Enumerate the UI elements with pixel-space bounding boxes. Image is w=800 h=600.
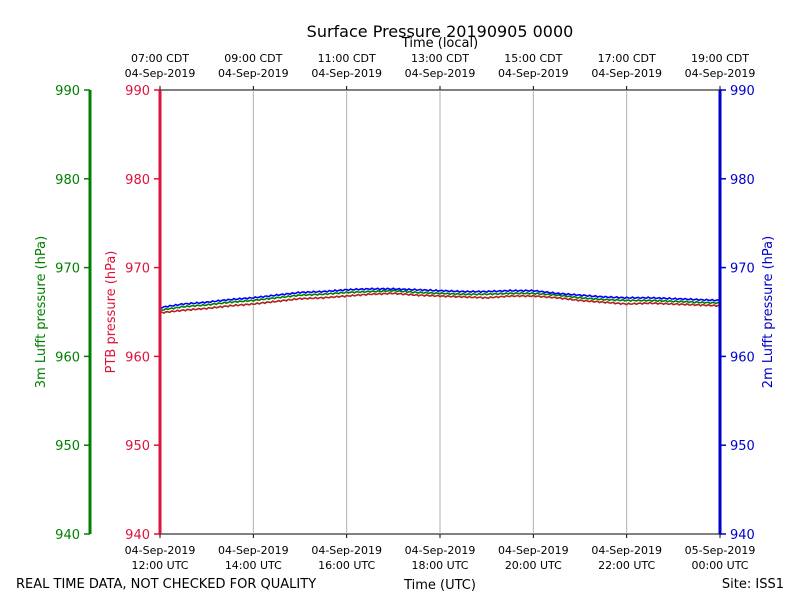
site-label: Site: ISS1 [722, 577, 784, 592]
top-tick-time: 15:00 CDT [504, 52, 562, 65]
x-tick-time: 12:00 UTC [131, 559, 188, 572]
left-inner-y-tick-label: 980 [125, 173, 150, 188]
right-y-tick-label: 950 [730, 439, 755, 454]
left-outer-y-tick-label: 960 [55, 350, 80, 365]
x-tick-time: 20:00 UTC [505, 559, 562, 572]
left-outer-y-tick-label: 940 [55, 528, 80, 543]
x-tick-date: 04-Sep-2019 [218, 544, 289, 557]
x-tick-date: 04-Sep-2019 [405, 544, 476, 557]
quality-note: REAL TIME DATA, NOT CHECKED FOR QUALITY [16, 577, 316, 592]
x-tick-date: 04-Sep-2019 [498, 544, 569, 557]
y-ticks: 990 990 990 980 980 980 970 970 970 960 960 960 950 9… [55, 84, 755, 543]
top-axis-label: Time (local) [401, 36, 478, 51]
top-tick-time: 13:00 CDT [411, 52, 469, 65]
x-tick-time: 00:00 UTC [691, 559, 748, 572]
left-inner-y-tick-label: 940 [125, 528, 150, 543]
top-tick-time: 19:00 CDT [691, 52, 749, 65]
left-outer-y-tick-label: 970 [55, 262, 80, 277]
left-inner-axis-label: PTB pressure (hPa) [104, 251, 119, 374]
left-inner-y-tick-label: 960 [125, 350, 150, 365]
top-tick-date: 04-Sep-2019 [218, 67, 289, 80]
x-tick-time: 14:00 UTC [225, 559, 282, 572]
x-ticks: 04-Sep-2019 12:00 UTC 04-Sep-2019 14:00 UTC… [125, 52, 756, 572]
right-y-tick-label: 980 [730, 173, 755, 188]
top-tick-date: 04-Sep-2019 [125, 67, 196, 80]
x-tick-time: 18:00 UTC [411, 559, 468, 572]
top-tick-time: 09:00 CDT [224, 52, 282, 65]
top-tick-date: 04-Sep-2019 [685, 67, 756, 80]
x-tick-date: 05-Sep-2019 [685, 544, 756, 557]
left-outer-axis-label: 3m Lufft pressure (hPa) [34, 236, 49, 388]
top-tick-date: 04-Sep-2019 [498, 67, 569, 80]
x-tick-date: 04-Sep-2019 [311, 544, 382, 557]
left-outer-y-tick-label: 990 [55, 84, 80, 99]
left-inner-y-tick-label: 990 [125, 84, 150, 99]
left-outer-y-tick-label: 950 [55, 439, 80, 454]
top-tick-time: 11:00 CDT [318, 52, 376, 65]
series-lines [159, 287, 721, 315]
right-y-tick-label: 940 [730, 528, 755, 543]
series-line-2 [159, 287, 721, 309]
x-tick-time: 22:00 UTC [598, 559, 655, 572]
left-outer-y-tick-label: 980 [55, 173, 80, 188]
x-tick-time: 16:00 UTC [318, 559, 375, 572]
top-tick-time: 17:00 CDT [598, 52, 656, 65]
x-tick-date: 04-Sep-2019 [591, 544, 662, 557]
x-axis-label: Time (UTC) [403, 578, 476, 593]
x-tick-date: 04-Sep-2019 [125, 544, 196, 557]
right-y-tick-label: 970 [730, 262, 755, 277]
top-tick-date: 04-Sep-2019 [591, 67, 662, 80]
chart-title: Surface Pressure 20190905 0000 [307, 22, 574, 41]
right-y-tick-label: 990 [730, 84, 755, 99]
series-line-0 [159, 291, 721, 315]
top-tick-date: 04-Sep-2019 [311, 67, 382, 80]
top-tick-time: 07:00 CDT [131, 52, 189, 65]
left-inner-y-tick-label: 970 [125, 262, 150, 277]
right-axis-label: 2m Lufft pressure (hPa) [761, 236, 776, 388]
top-tick-date: 04-Sep-2019 [405, 67, 476, 80]
left-inner-y-tick-label: 950 [125, 439, 150, 454]
right-y-tick-label: 960 [730, 350, 755, 365]
series-line-1 [159, 289, 721, 311]
gridlines [252, 90, 628, 534]
